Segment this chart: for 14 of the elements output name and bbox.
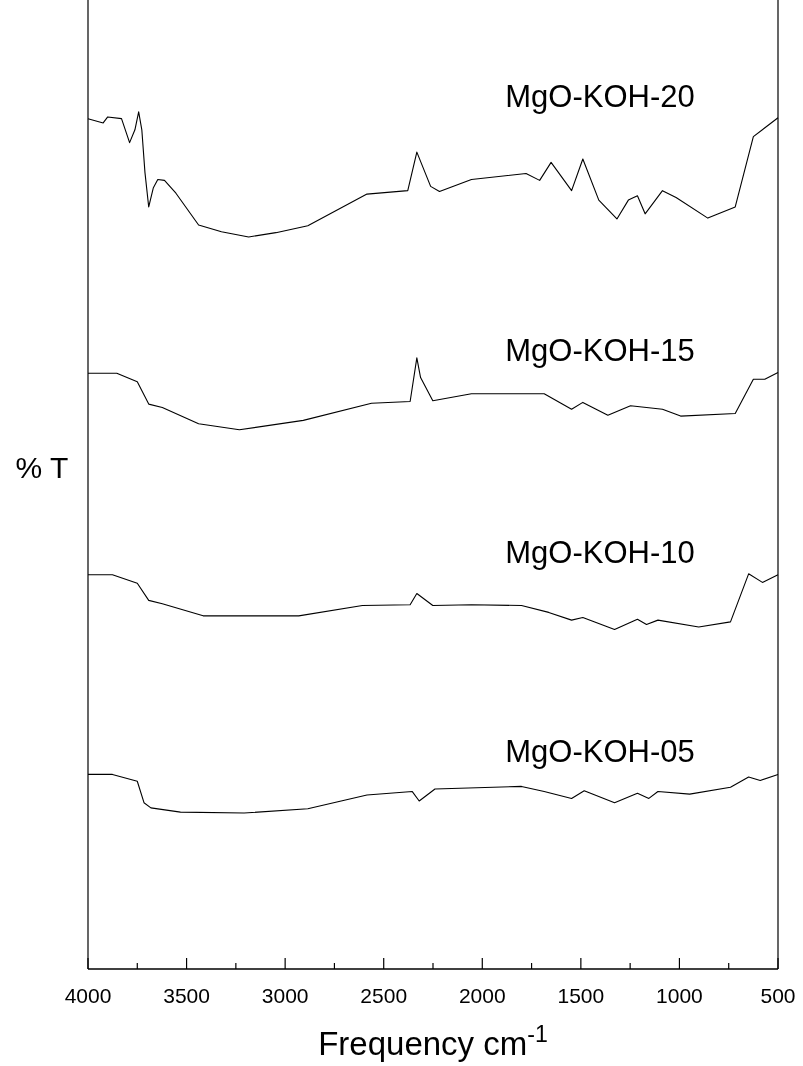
x-tick-label: 4000 xyxy=(64,984,112,1007)
x-tick-label: 3000 xyxy=(261,984,309,1007)
series-label: MgO-KOH-15 xyxy=(505,333,695,369)
x-axis-title: Frequency cm$^{-1}$ xyxy=(318,1021,548,1062)
x-tick-label: 1000 xyxy=(656,984,703,1007)
x-tick-label: 1500 xyxy=(557,984,605,1007)
x-tick-label: 3500 xyxy=(163,984,210,1007)
series-label: MgO-KOH-05 xyxy=(505,734,695,770)
x-tick-label: 500 xyxy=(760,984,796,1007)
series-label: MgO-KOH-10 xyxy=(505,534,695,570)
series-label: MgO-KOH-20 xyxy=(505,78,695,114)
y-axis-title: % T xyxy=(15,451,69,484)
x-tick-label: 2000 xyxy=(458,984,506,1007)
x-tick-label: 2500 xyxy=(360,984,408,1007)
